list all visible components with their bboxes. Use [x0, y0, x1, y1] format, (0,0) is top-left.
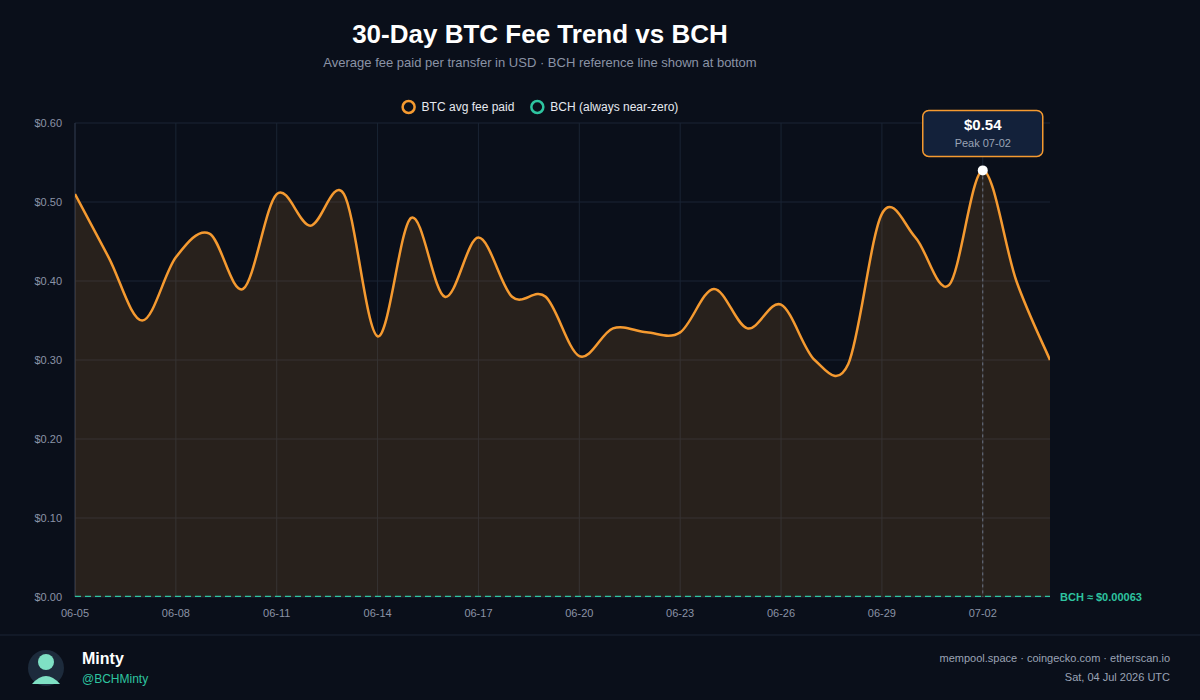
y-tick-label: $0.10: [34, 512, 62, 524]
area: [75, 170, 1050, 597]
y-tick-label: $0.50: [34, 196, 62, 208]
footer-divider: [0, 635, 1200, 636]
author-handle: @BCHMinty: [82, 672, 148, 686]
line: [75, 170, 1050, 376]
x-tick-label: 06-26: [767, 607, 795, 619]
avatar-body: [32, 676, 60, 684]
plot-area: [75, 170, 1050, 597]
y-tick-label: $0.30: [34, 354, 62, 366]
x-tick-label: 06-20: [565, 607, 593, 619]
x-tick-label: 06-08: [162, 607, 190, 619]
y-tick-label: $0.20: [34, 433, 62, 445]
legend-marker: [403, 101, 415, 113]
annotation-sublabel: Peak 07-02: [955, 137, 1011, 149]
x-tick-label: 06-05: [61, 607, 89, 619]
x-tick-label: 06-11: [263, 607, 290, 619]
avatar: [28, 650, 64, 686]
y-tick-label: $0.40: [34, 275, 62, 287]
y-tick-label: $0.60: [34, 117, 62, 129]
x-tick-label: 06-23: [666, 607, 694, 619]
annotation-box: [923, 110, 1043, 156]
x-tick-label: 06-29: [868, 607, 896, 619]
x-tick-label: 06-17: [464, 607, 492, 619]
y-tick-label: $0.00: [34, 591, 62, 603]
peak-dot: [978, 165, 988, 175]
x-tick-label: 06-14: [364, 607, 392, 619]
end-label: BCH ≈ $0.00063: [1060, 591, 1142, 603]
x-tick-label: 07-02: [969, 607, 997, 619]
legend-label: BTC avg fee paid: [422, 100, 515, 114]
peak-guide: [982, 170, 983, 597]
avatar-head: [38, 654, 54, 670]
background: [0, 0, 1200, 700]
annotation-label: $0.54: [964, 116, 1002, 133]
sources: mempool.space · coingecko.com · ethersca…: [940, 652, 1171, 664]
legend-label: BCH (always near-zero): [550, 100, 678, 114]
author-name: Minty: [82, 650, 124, 667]
legend: BTC avg fee paid BCH (always near-zero): [403, 100, 679, 114]
grid-line: [75, 202, 1050, 203]
legend-marker: [531, 101, 543, 113]
reference-line: [75, 596, 1050, 597]
subtitle: Average fee paid per transfer in USD · B…: [323, 55, 756, 70]
chart: 30-Day BTC Fee Trend vs BCH Average fee p…: [0, 0, 1200, 700]
grid-line: [75, 123, 1050, 124]
date: Sat, 04 Jul 2026 UTC: [1065, 671, 1170, 683]
title: 30-Day BTC Fee Trend vs BCH: [352, 19, 728, 49]
